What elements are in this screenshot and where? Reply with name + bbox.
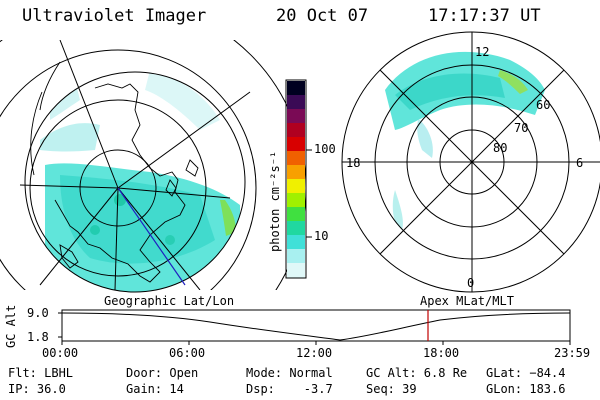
mlat-label-80: 80 (493, 141, 508, 155)
aurora-emission-right (385, 51, 545, 230)
timeline-x-tick-1200: 12:00 (296, 346, 333, 360)
colorbar-cell (287, 123, 305, 138)
colorbar-cell (287, 235, 305, 250)
mlt-label-12: 12 (475, 45, 490, 59)
gain-value: Gain: 14 (126, 382, 184, 396)
mlt-label-0: 0 (467, 276, 475, 290)
altitude-curve (61, 312, 571, 341)
colorbar-cell (287, 151, 305, 166)
observation-date: 20 Oct 07 (276, 6, 369, 26)
colorbar-cell (287, 95, 305, 110)
magnetic-map-label: Apex MLat/MLT (420, 294, 514, 308)
colorbar-cell (287, 249, 305, 264)
timeline-x-tick-0000: 00:00 (42, 346, 79, 360)
dsp-value: Dsp: -3.7 (246, 382, 333, 396)
colorbar (285, 79, 312, 279)
mlt-label-18: 18 (346, 156, 361, 170)
instrument-title: Ultraviolet Imager (22, 6, 207, 26)
mlt-label-6: 6 (576, 156, 584, 170)
timeline-y-tick-9: 9.0 (27, 306, 49, 320)
ip-value: IP: 36.0 (8, 382, 66, 396)
filter-value: Flt: LBHL (8, 366, 74, 380)
colorbar-cell (287, 263, 305, 278)
gc-altitude-value: GC Alt: 6.8 Re (366, 366, 468, 380)
colorbar-unit-label: photon cm⁻²s⁻¹ (268, 150, 282, 252)
geographic-map-label: Geographic Lat/Lon (104, 294, 235, 308)
mlat-grid (341, 31, 600, 293)
geographic-latitude: GLat: −84.4 (486, 366, 566, 380)
magnetic-polar-map (341, 31, 600, 293)
geographic-longitude: GLon: 183.6 (486, 382, 566, 396)
timeline-x-tick-0600: 06:00 (169, 346, 206, 360)
mlat-label-60: 60 (536, 98, 551, 112)
door-status: Door: Open (126, 366, 199, 380)
mlat-label-70: 70 (514, 121, 529, 135)
colorbar-cell (287, 165, 305, 180)
coastline-left (54, 83, 199, 283)
timeline-y-label: GC Alt (4, 304, 18, 348)
colorbar-cell (287, 109, 305, 124)
colorbar-cell (287, 179, 305, 194)
map-grid-left (0, 40, 307, 293)
mode-value: Mode: Normal (246, 366, 333, 380)
colorbar-cell (287, 207, 305, 222)
altitude-timeline (58, 309, 571, 345)
colorbar-cell (287, 137, 305, 152)
sequence-value: Seq: 39 (366, 382, 417, 396)
colorbar-tick-label-100: 100 (314, 142, 336, 156)
observation-time: 17:17:37 UT (428, 6, 541, 26)
colorbar-tick-label-10: 10 (314, 229, 329, 243)
colorbar-cell (287, 81, 305, 96)
colorbar-cell (287, 221, 305, 236)
timeline-y-tick-1-8: 1.8 (27, 330, 49, 344)
timeline-x-tick-1800: 18:00 (423, 346, 460, 360)
colorbar-cell (287, 193, 305, 208)
satellite-ground-track (117, 187, 186, 286)
timeline-x-tick-2359: 23:59 (554, 346, 591, 360)
